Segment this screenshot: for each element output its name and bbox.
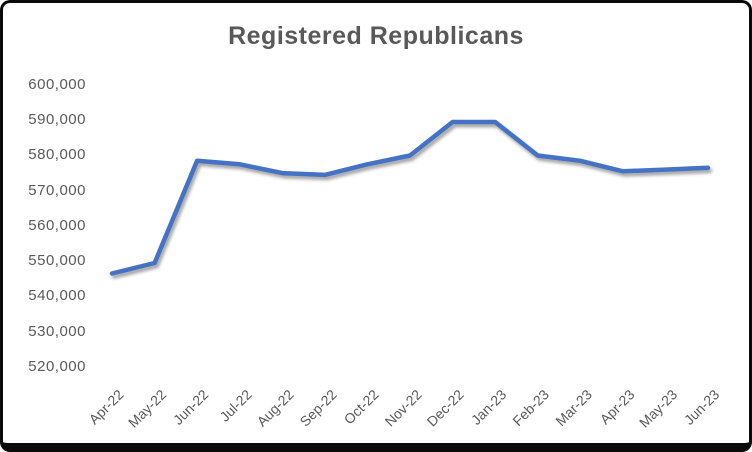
y-axis-tick-label: 560,000	[28, 216, 86, 234]
y-axis-tick-label: 530,000	[28, 322, 86, 340]
y-axis-tick-label: 600,000	[28, 76, 86, 93]
y-axis-tick-label: 570,000	[28, 181, 86, 199]
chart-title: Registered Republicans	[228, 22, 524, 50]
y-axis-tick-label: 550,000	[28, 252, 86, 270]
series-line-registered-republicans	[109, 119, 711, 276]
y-axis-tick-label: 580,000	[28, 146, 86, 164]
y-axis-tick-label: 520,000	[28, 357, 86, 375]
y-axis-tick-label: 590,000	[28, 111, 86, 129]
y-axis-tick-label: 540,000	[28, 287, 86, 305]
